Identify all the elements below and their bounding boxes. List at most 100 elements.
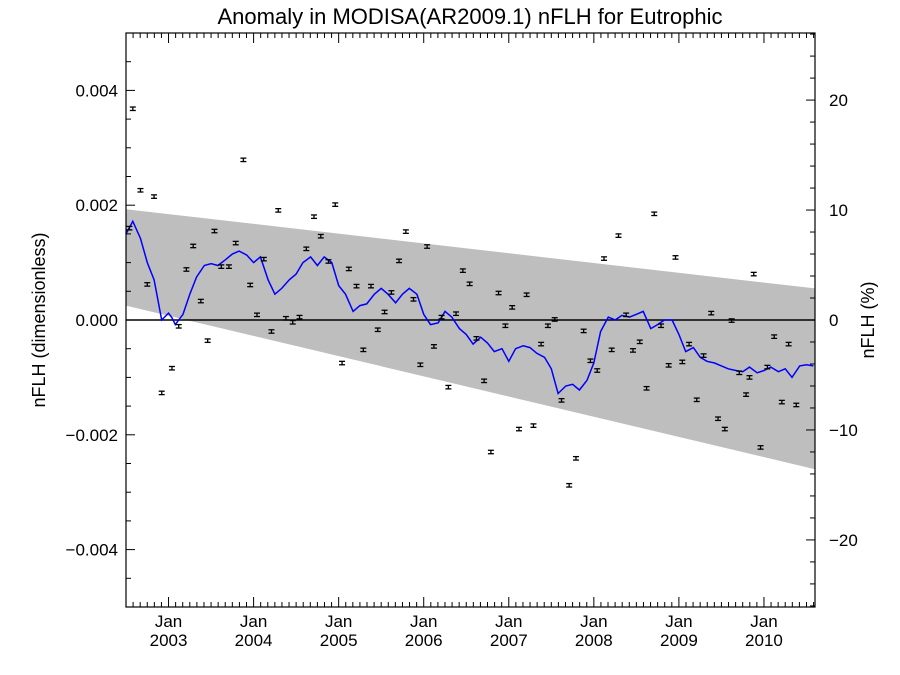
anomaly-point [268,329,275,334]
anomaly-point [530,423,537,428]
anomaly-point [438,314,445,320]
y-tick-label: 0.000 [75,311,118,330]
anomaly-point [487,449,494,455]
anomaly-point [623,312,630,318]
anomaly-point [466,281,473,287]
anomaly-point [764,364,771,370]
anomaly-point [757,445,764,450]
anomaly-point [410,296,417,302]
y-right-tick-label: −10 [829,421,858,440]
anomaly-point [381,309,388,315]
y-axis-label-left: nFLH (dimensionless) [29,232,49,407]
x-tick-year-label: 2006 [405,631,443,650]
x-tick-month-label: Jan [750,612,777,631]
anomaly-point [778,399,785,405]
anomaly-point [296,314,303,320]
anomaly-point [374,327,381,333]
anomaly-point [672,255,679,260]
anomaly-point [325,259,332,264]
anomaly-point [275,207,282,213]
monthly-anomaly-series [126,106,800,488]
anomaly-point [495,290,502,296]
anomaly-point [736,370,743,376]
anomaly-point [715,416,722,422]
anomaly-point [137,187,144,193]
x-tick-month-label: Jan [665,612,692,631]
running-mean-series [125,219,814,395]
anomaly-point [218,264,225,269]
anomaly-point [459,268,466,274]
anomaly-point [190,243,197,249]
anomaly-point [481,378,488,384]
anomaly-point [502,323,509,329]
anomaly-point [360,347,367,353]
anomaly-point [129,106,136,112]
axis-ticks: 0.0040.0020.000−0.002−0.00420100−10−20Ja… [66,32,858,650]
x-tick-year-label: 2008 [575,631,613,650]
anomaly-point [700,353,707,358]
anomaly-point [388,290,395,295]
anomaly-point [402,229,409,234]
anomaly-point [396,258,403,264]
y-right-tick-label: 0 [829,311,838,330]
anomaly-point [225,264,232,269]
x-tick-year-label: 2003 [150,631,188,650]
anomaly-point [445,384,452,390]
anomaly-point [260,256,267,262]
anomaly-point [686,341,693,347]
anomaly-point [750,271,757,277]
x-tick-month-label: Jan [240,612,267,631]
anomaly-point [473,335,480,341]
anomaly-point [629,348,636,353]
anomaly-point [151,194,158,199]
x-tick-month-label: Jan [580,612,607,631]
anomaly-point [572,455,579,461]
anomaly-point [509,304,516,310]
anomaly-point [332,202,339,207]
anomaly-point [204,338,211,344]
x-tick-year-label: 2005 [320,631,358,650]
anomaly-point [310,214,317,220]
anomaly-point [453,311,460,317]
anomaly-point [785,341,792,347]
anomaly-point [126,225,133,231]
anomaly-point [665,362,672,368]
anomaly-point [643,385,650,391]
x-tick-year-label: 2010 [745,631,783,650]
anomaly-point [636,339,643,345]
anomaly-point [158,390,165,396]
anomaly-point [317,233,324,239]
anomaly-point [353,283,360,289]
anomaly-point [615,233,622,238]
anomaly-point [211,228,218,234]
anomaly-point [175,323,182,329]
anomaly-point [144,282,151,287]
anomaly-point [430,344,437,349]
anomaly-point [708,310,715,316]
anomaly-point [793,402,800,408]
x-tick-month-label: Jan [410,612,437,631]
anomaly-point [743,392,750,397]
anomaly-point [247,282,254,288]
y-tick-label: −0.004 [66,541,118,560]
anomaly-point [771,334,778,340]
x-tick-year-label: 2007 [490,631,528,650]
anomaly-point [289,319,296,325]
anomaly-point [417,362,424,368]
x-tick-month-label: Jan [495,612,522,631]
anomaly-point [746,375,753,380]
x-tick-month-label: Jan [325,612,352,631]
y-right-tick-label: 10 [829,201,848,220]
anomaly-point [282,315,289,321]
chart-title: Anomaly in MODISA(AR2009.1) nFLH for Eut… [218,4,723,29]
anomaly-point [601,256,608,261]
y-axis-label-right: nFLH (%) [858,281,878,358]
running-mean-line [125,219,814,395]
y-right-tick-label: 20 [829,91,848,110]
anomaly-point [544,323,551,329]
anomaly-point [566,482,573,488]
anomaly-point [168,365,175,371]
anomaly-point [523,292,530,298]
anomaly-point [728,318,735,323]
